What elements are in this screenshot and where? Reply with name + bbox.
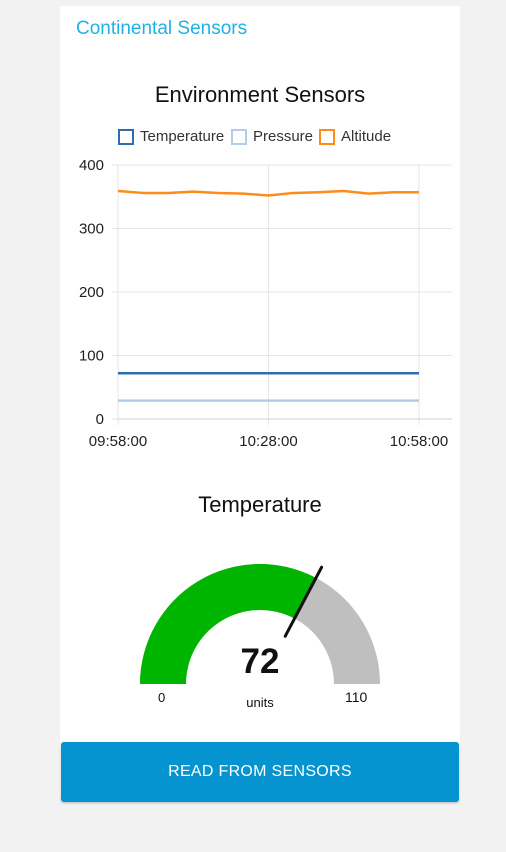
- series-line-altitude: [117, 189, 419, 197]
- environment-line-chart: 0 100 200 300 400 09:58:00 10:28:00 10:58:00: [79, 157, 452, 450]
- gauge-value: 72: [240, 642, 280, 681]
- y-tick-label: 200: [79, 284, 104, 301]
- legend-item-altitude[interactable]: Altitude: [319, 128, 391, 145]
- gauge-needle: [283, 565, 324, 638]
- chart-legend: Temperature Pressure Altitude: [60, 128, 460, 148]
- gauge-title: Temperature: [198, 492, 322, 517]
- dashboard-card: Continental Sensors Environment Sensors …: [60, 6, 460, 796]
- y-tick-label: 400: [79, 157, 104, 174]
- gauge-units: units: [246, 695, 274, 710]
- legend-swatch-temperature: [118, 128, 134, 145]
- x-tick-label: 10:58:00: [390, 433, 448, 450]
- y-tick-label: 300: [79, 221, 104, 238]
- legend-label-temperature: Temperature: [140, 128, 225, 145]
- legend-item-temperature[interactable]: Temperature: [118, 128, 224, 145]
- x-tick-label: 09:58:00: [89, 433, 147, 450]
- gauge-min-label: 0: [158, 690, 166, 705]
- y-tick-label: 0: [96, 411, 104, 428]
- read-from-sensors-button[interactable]: READ FROM SENSORS: [61, 742, 459, 802]
- x-tick-label: 10:28:00: [239, 433, 297, 450]
- chart-title: Environment Sensors: [154, 82, 366, 107]
- temperature-gauge: [140, 563, 380, 684]
- group-title: Continental Sensors: [76, 18, 248, 39]
- gauge-fill: [140, 563, 317, 684]
- legend-label-altitude: Altitude: [341, 128, 392, 145]
- legend-label-pressure: Pressure: [253, 128, 314, 145]
- y-tick-label: 100: [79, 348, 104, 365]
- legend-swatch-pressure: [231, 128, 247, 145]
- gauge-max-label: 110: [345, 689, 368, 705]
- legend-item-pressure[interactable]: Pressure: [231, 128, 313, 145]
- legend-swatch-altitude: [319, 128, 335, 145]
